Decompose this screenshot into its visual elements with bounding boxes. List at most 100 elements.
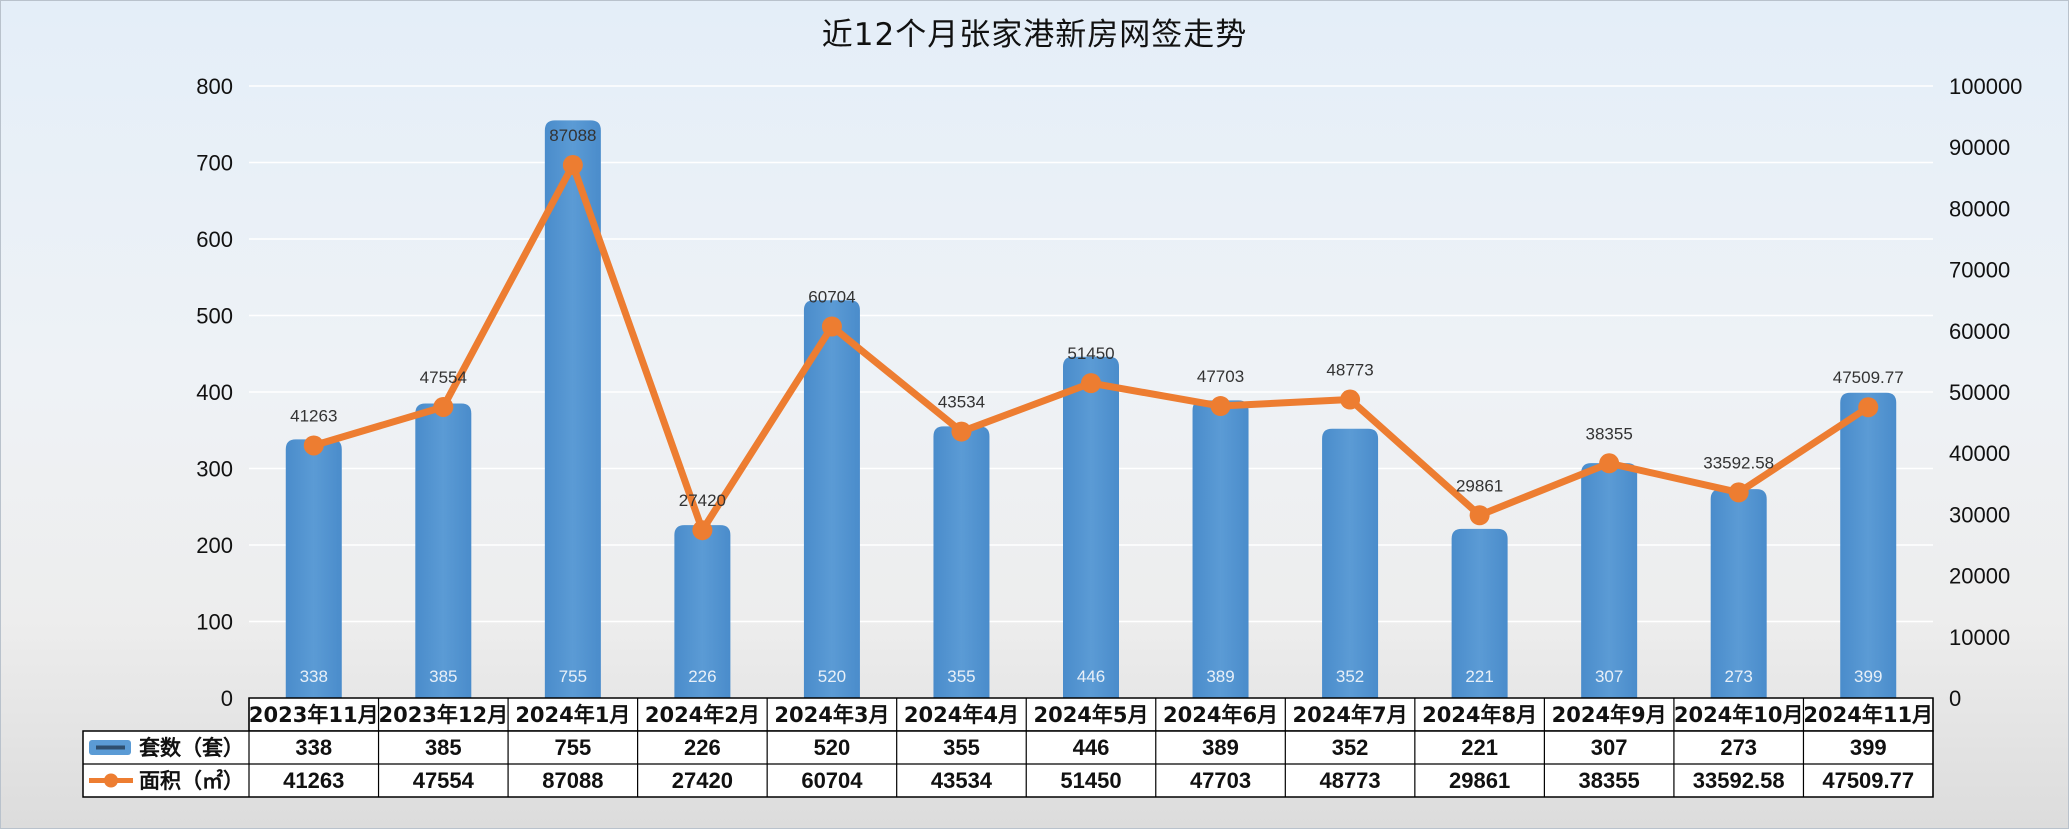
bar-data-label: 755 — [559, 667, 587, 686]
bar — [1192, 400, 1249, 698]
right-axis-tick-label: 100000 — [1949, 74, 2022, 99]
bar — [285, 439, 342, 698]
table-cell-units: 273 — [1720, 735, 1757, 760]
category-label: 2024年5月 — [1033, 703, 1148, 727]
line-point — [1210, 396, 1231, 417]
bar-data-label: 273 — [1725, 667, 1753, 686]
table-cell-area: 51450 — [1060, 768, 1121, 793]
line-series: 41263 47554 87088 27420 60704 43534 51450 47703… — [290, 126, 1904, 541]
category-label: 2024年7月 — [1293, 703, 1408, 727]
bar — [803, 300, 860, 698]
category-label: 2024年8月 — [1422, 703, 1537, 727]
line-data-label: 87088 — [549, 126, 596, 145]
table-cell-units: 226 — [684, 735, 721, 760]
line-point — [1469, 505, 1490, 526]
table-cell-area: 43534 — [931, 768, 993, 793]
category-label: 2023年11月 — [249, 703, 379, 727]
table-cell-units: 355 — [943, 735, 980, 760]
bar-data-label: 520 — [818, 667, 846, 686]
left-axis-tick-label: 0 — [221, 686, 233, 711]
line-point — [951, 421, 972, 442]
table-cell-units: 446 — [1073, 735, 1110, 760]
table-cell-units: 755 — [554, 735, 591, 760]
line-data-label: 47554 — [420, 368, 467, 387]
table-cell-area: 47554 — [413, 768, 475, 793]
category-label: 2024年3月 — [774, 703, 889, 727]
table-cell-area: 48773 — [1319, 768, 1380, 793]
line-point — [1340, 389, 1361, 410]
legend-key-marker — [104, 773, 118, 788]
right-axis-tick-label: 50000 — [1949, 380, 2010, 405]
category-label: 2024年11月 — [1803, 703, 1933, 727]
bar-data-label: 338 — [300, 667, 328, 686]
line-point — [1728, 482, 1749, 503]
bar — [1451, 528, 1508, 698]
left-axis-tick-label: 500 — [196, 304, 233, 329]
table-cell-area: 47703 — [1190, 768, 1251, 793]
table-cell-area: 47509.77 — [1822, 768, 1914, 793]
bar-data-label: 355 — [947, 667, 975, 686]
table-cell-units: 520 — [814, 735, 851, 760]
line-point — [303, 435, 324, 456]
line-data-label: 41263 — [290, 406, 337, 425]
line-point — [1599, 453, 1620, 474]
bar-series: 338 385 755 226 520 355 446 389 352 221 307 273 399 — [285, 120, 1897, 699]
line-data-label: 29861 — [1456, 476, 1503, 495]
right-axis-tick-label: 70000 — [1949, 258, 2010, 283]
category-label: 2023年12月 — [378, 703, 508, 727]
right-axis-tick-label: 0 — [1949, 686, 1961, 711]
right-axis-tick-label: 90000 — [1949, 135, 2010, 160]
right-axis-tick-label: 30000 — [1949, 502, 2010, 527]
line-data-label: 38355 — [1586, 424, 1633, 443]
left-axis-tick-label: 700 — [196, 151, 233, 176]
left-axis-tick-label: 100 — [196, 610, 233, 635]
line-data-label: 51450 — [1067, 344, 1114, 363]
line-data-label: 33592.58 — [1703, 453, 1774, 472]
bar — [544, 120, 601, 699]
line-point — [821, 316, 842, 337]
left-axis-tick-label: 600 — [196, 227, 233, 252]
legend-label-area: 面积（㎡） — [139, 769, 244, 793]
bar — [1581, 463, 1638, 698]
line-point — [692, 520, 713, 541]
data-table: 2023年11月 338 41263 2023年12月 385 47554 2024年1月 7… — [82, 697, 1934, 798]
right-axis-tick-label: 40000 — [1949, 441, 2010, 466]
left-axis-tick-label: 300 — [196, 457, 233, 482]
right-axis: 0 10000 20000 30000 40000 50000 60000 70000 8000… — [1949, 74, 2022, 711]
bar — [1840, 392, 1897, 698]
bar-data-label: 399 — [1854, 667, 1882, 686]
table-cell-area: 41263 — [283, 768, 344, 793]
right-axis-tick-label: 60000 — [1949, 319, 2010, 344]
table-cell-units: 352 — [1332, 735, 1369, 760]
right-axis-tick-label: 10000 — [1949, 625, 2010, 650]
bar — [415, 403, 472, 698]
table-cell-area: 38355 — [1579, 768, 1640, 793]
line-point — [1858, 397, 1879, 418]
bar-data-label: 226 — [688, 667, 716, 686]
table-cell-units: 389 — [1202, 735, 1239, 760]
legend-label-units: 套数（套） — [139, 736, 244, 760]
bar-data-label: 221 — [1465, 667, 1493, 686]
category-label: 2024年2月 — [645, 703, 760, 727]
line-data-label: 43534 — [938, 393, 985, 412]
line-data-label: 48773 — [1326, 361, 1373, 380]
table-cell-area: 87088 — [542, 768, 603, 793]
category-label: 2024年4月 — [904, 703, 1019, 727]
right-axis-tick-label: 20000 — [1949, 564, 2010, 589]
category-label: 2024年10月 — [1674, 703, 1804, 727]
category-label: 2024年1月 — [515, 703, 630, 727]
bar — [1710, 489, 1767, 698]
bar-data-label: 307 — [1595, 667, 1623, 686]
table-cell-area: 29861 — [1449, 768, 1510, 793]
table-cell-units: 385 — [425, 735, 462, 760]
table-cell-units: 338 — [295, 735, 332, 760]
bar — [1063, 356, 1119, 698]
category-label: 2024年9月 — [1552, 703, 1667, 727]
table-cell-units: 307 — [1591, 735, 1628, 760]
left-axis: 0 100 200 300 400 500 600 700 800 — [196, 74, 233, 711]
line-point — [433, 396, 454, 417]
bar-data-label: 446 — [1077, 667, 1105, 686]
category-label: 2024年6月 — [1163, 703, 1278, 727]
